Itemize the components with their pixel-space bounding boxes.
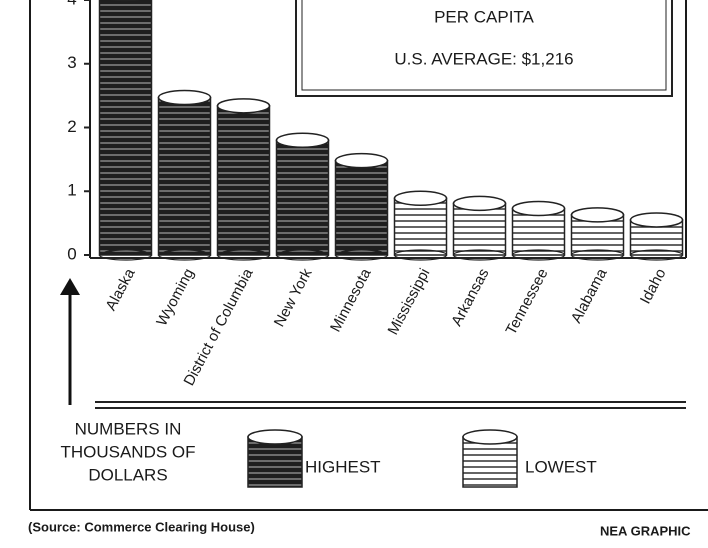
- unit-note: NUMBERS IN: [75, 419, 182, 438]
- coin-top: [159, 91, 211, 105]
- coin-top: [454, 196, 506, 210]
- chart: PER CAPITA U.S. AVERAGE: $1,216 NUMBERS …: [0, 0, 708, 548]
- coin-stack: [395, 198, 447, 255]
- title: U.S. AVERAGE: $1,216: [394, 49, 573, 68]
- source: (Source: Commerce Clearing House): [28, 519, 255, 534]
- x-tick-label: Minnesota: [327, 265, 375, 335]
- coin-top: [218, 99, 270, 113]
- coin-stack: [159, 98, 211, 255]
- x-tick-label: Alabama: [568, 265, 611, 326]
- y-tick-label: 1: [67, 181, 76, 200]
- unit-note: THOUSANDS OF: [60, 442, 195, 461]
- y-tick-label: 4: [67, 0, 76, 8]
- coin-stack: [277, 140, 329, 255]
- coin-top: [513, 201, 565, 215]
- coin-stack: [100, 0, 152, 255]
- credit: NEA GRAPHIC: [600, 523, 691, 538]
- coin-stack: [218, 106, 270, 255]
- x-tick-label: Arkansas: [448, 266, 492, 329]
- x-tick-label: Wyoming: [153, 266, 197, 329]
- x-tick-label: Mississippi: [384, 266, 433, 338]
- legend-swatch-top: [248, 430, 302, 444]
- coin-stack: [336, 161, 388, 255]
- coin-top: [336, 154, 388, 168]
- y-tick-label: 0: [67, 244, 76, 263]
- legend-swatch-top: [463, 430, 517, 444]
- y-tick-label: 3: [67, 53, 76, 72]
- coin-top: [277, 133, 329, 147]
- title: PER CAPITA: [434, 7, 534, 26]
- legend-label: LOWEST: [525, 457, 597, 476]
- coin-top: [631, 213, 683, 227]
- arrow-head: [60, 278, 80, 295]
- unit-note: DOLLARS: [88, 465, 167, 484]
- x-tick-label: Alaska: [102, 265, 138, 313]
- x-tick-label: Tennessee: [502, 266, 551, 338]
- x-tick-label: Idaho: [637, 266, 670, 307]
- y-tick-label: 2: [67, 117, 76, 136]
- legend-label: HIGHEST: [305, 457, 381, 476]
- coin-top: [395, 191, 447, 205]
- x-tick-label: New York: [271, 265, 316, 329]
- coin-top: [572, 208, 624, 222]
